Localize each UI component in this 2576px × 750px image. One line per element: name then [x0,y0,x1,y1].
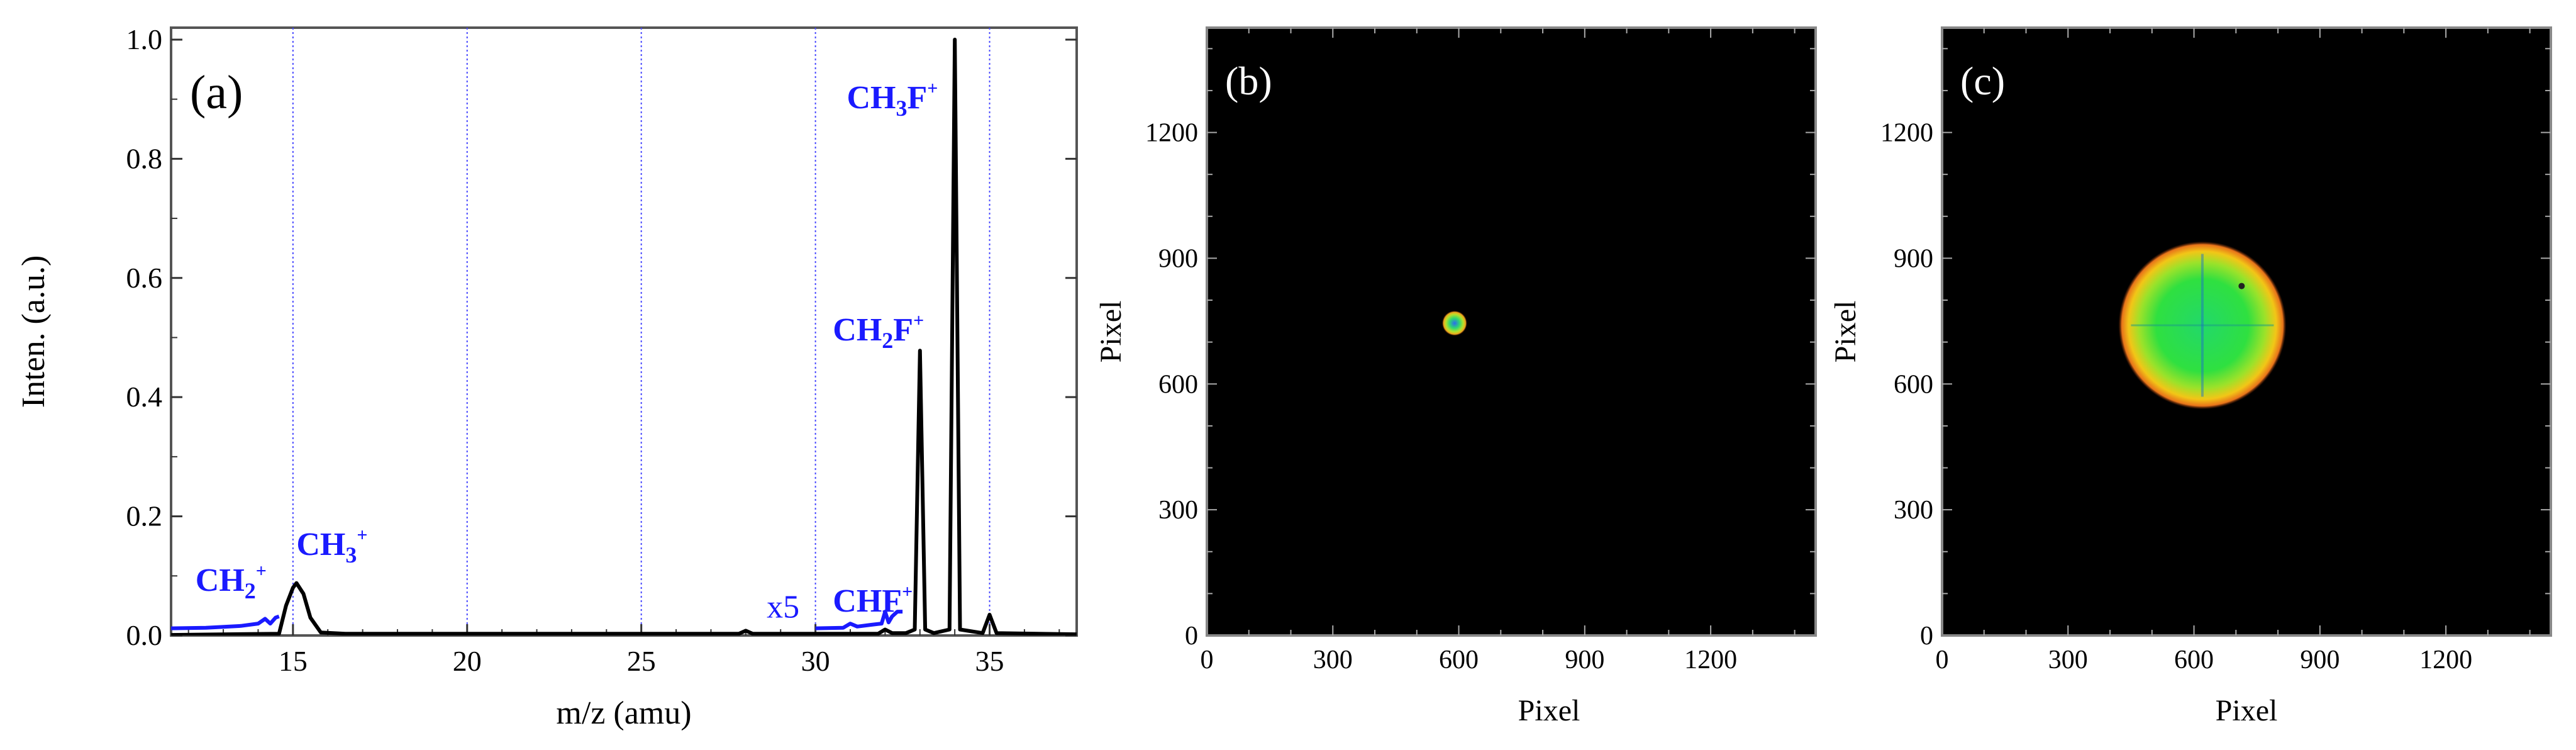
peak-label: CH2F+ [833,310,924,353]
panel-label-b: (b) [1225,59,1272,103]
x-tick-label: 20 [453,645,482,677]
plot-frame-a [170,26,1078,637]
x-tick-label: 900 [1565,646,1604,674]
x-tick-label: 1200 [1684,646,1737,674]
y-tick-label: 1200 [1880,119,1933,148]
y-tick-label: 1.0 [126,23,163,55]
x-tick-label: 900 [2300,646,2340,674]
series-line-x5 [815,610,903,630]
spectrum-series [171,37,1077,635]
y-tick-label: 0.2 [126,500,163,532]
y-tick-label: 0.8 [126,142,163,174]
y-tick-label: 300 [1894,496,1933,525]
x-tick-label: 0 [1936,646,1949,674]
panel-label-a: (a) [190,66,243,119]
panel-b: 0 300 600 900 1200 0 300 600 900 1200 (b) Pixel P… [1094,26,1817,727]
x-tick-label: 300 [2048,646,2088,674]
panel-c: 0 300 600 900 1200 0 300 600 900 1200 (c) Pixel P… [1829,26,2552,727]
spot-dark-dot [2238,283,2245,289]
ion-spot-small [1441,310,1467,336]
series-line-spectrum [171,37,1077,635]
y-tick-label: 300 [1158,496,1198,525]
x-tick-label: 600 [1439,646,1479,674]
panel-label-c: (c) [1960,59,2005,103]
y-tick-label: 900 [1158,244,1198,273]
peak-annotations: CH2+ CH3+ CHF+ CH2F+ CH3F+ x5 [196,78,938,625]
x-axis-label-a: m/z (amu) [556,695,691,731]
axis-ticks-b: 0 300 600 900 1200 0 300 600 900 1200 [1145,28,1816,674]
y-tick-label: 0 [1920,622,1933,651]
x-axis-ticks: 15 20 25 30 35 [187,624,1060,677]
y-tick-label: 0.4 [126,381,163,413]
peak-label: CH3F+ [847,78,938,121]
spot-texture [2131,254,2274,397]
peak-label: CH2+ [196,561,267,603]
peak-label: CHF+ [833,581,913,619]
x-tick-label: 15 [279,645,308,677]
y-axis-label-b: Pixel [1094,301,1128,363]
panel-a: 0.00.20.40.60.81.0 15 20 25 30 35 CH2+CH3+CH… [16,23,1078,731]
y-tick-label: 0.0 [126,619,163,651]
vertical-gridlines [292,28,991,635]
x-tick-label: 300 [1313,646,1353,674]
y-tick-label: 600 [1894,370,1933,399]
y-axis-label-c: Pixel [1829,301,1862,363]
peak-label: x5 [767,590,799,625]
y-tick-label: 900 [1894,244,1933,273]
y-axis-ticks: 0.0 0.2 0.4 0.6 0.8 1.0 [126,23,1077,651]
peak-label: CH3+ [296,525,367,568]
x-tick-label: 30 [801,645,830,677]
series-line-x5 [171,614,280,630]
y-tick-label: 0 [1185,622,1198,651]
y-tick-label: 1200 [1145,119,1198,148]
x-tick-label: 1200 [2419,646,2472,674]
axis-ticks-c: 0 300 600 900 1200 0 300 600 900 1200 [1880,28,2551,674]
x-tick-label: 0 [1201,646,1214,674]
x-axis-label-c: Pixel [2216,694,2278,727]
x-tick-label: 600 [2174,646,2214,674]
x-tick-label: 35 [975,645,1004,677]
y-axis-label-a: Inten. (a.u.) [16,255,52,408]
y-tick-label: 600 [1158,370,1198,399]
image-frame-b [1206,26,1817,637]
x-axis-label-b: Pixel [1518,694,1580,727]
x-tick-label: 25 [627,645,656,677]
y-tick-label: 0.6 [126,262,163,294]
